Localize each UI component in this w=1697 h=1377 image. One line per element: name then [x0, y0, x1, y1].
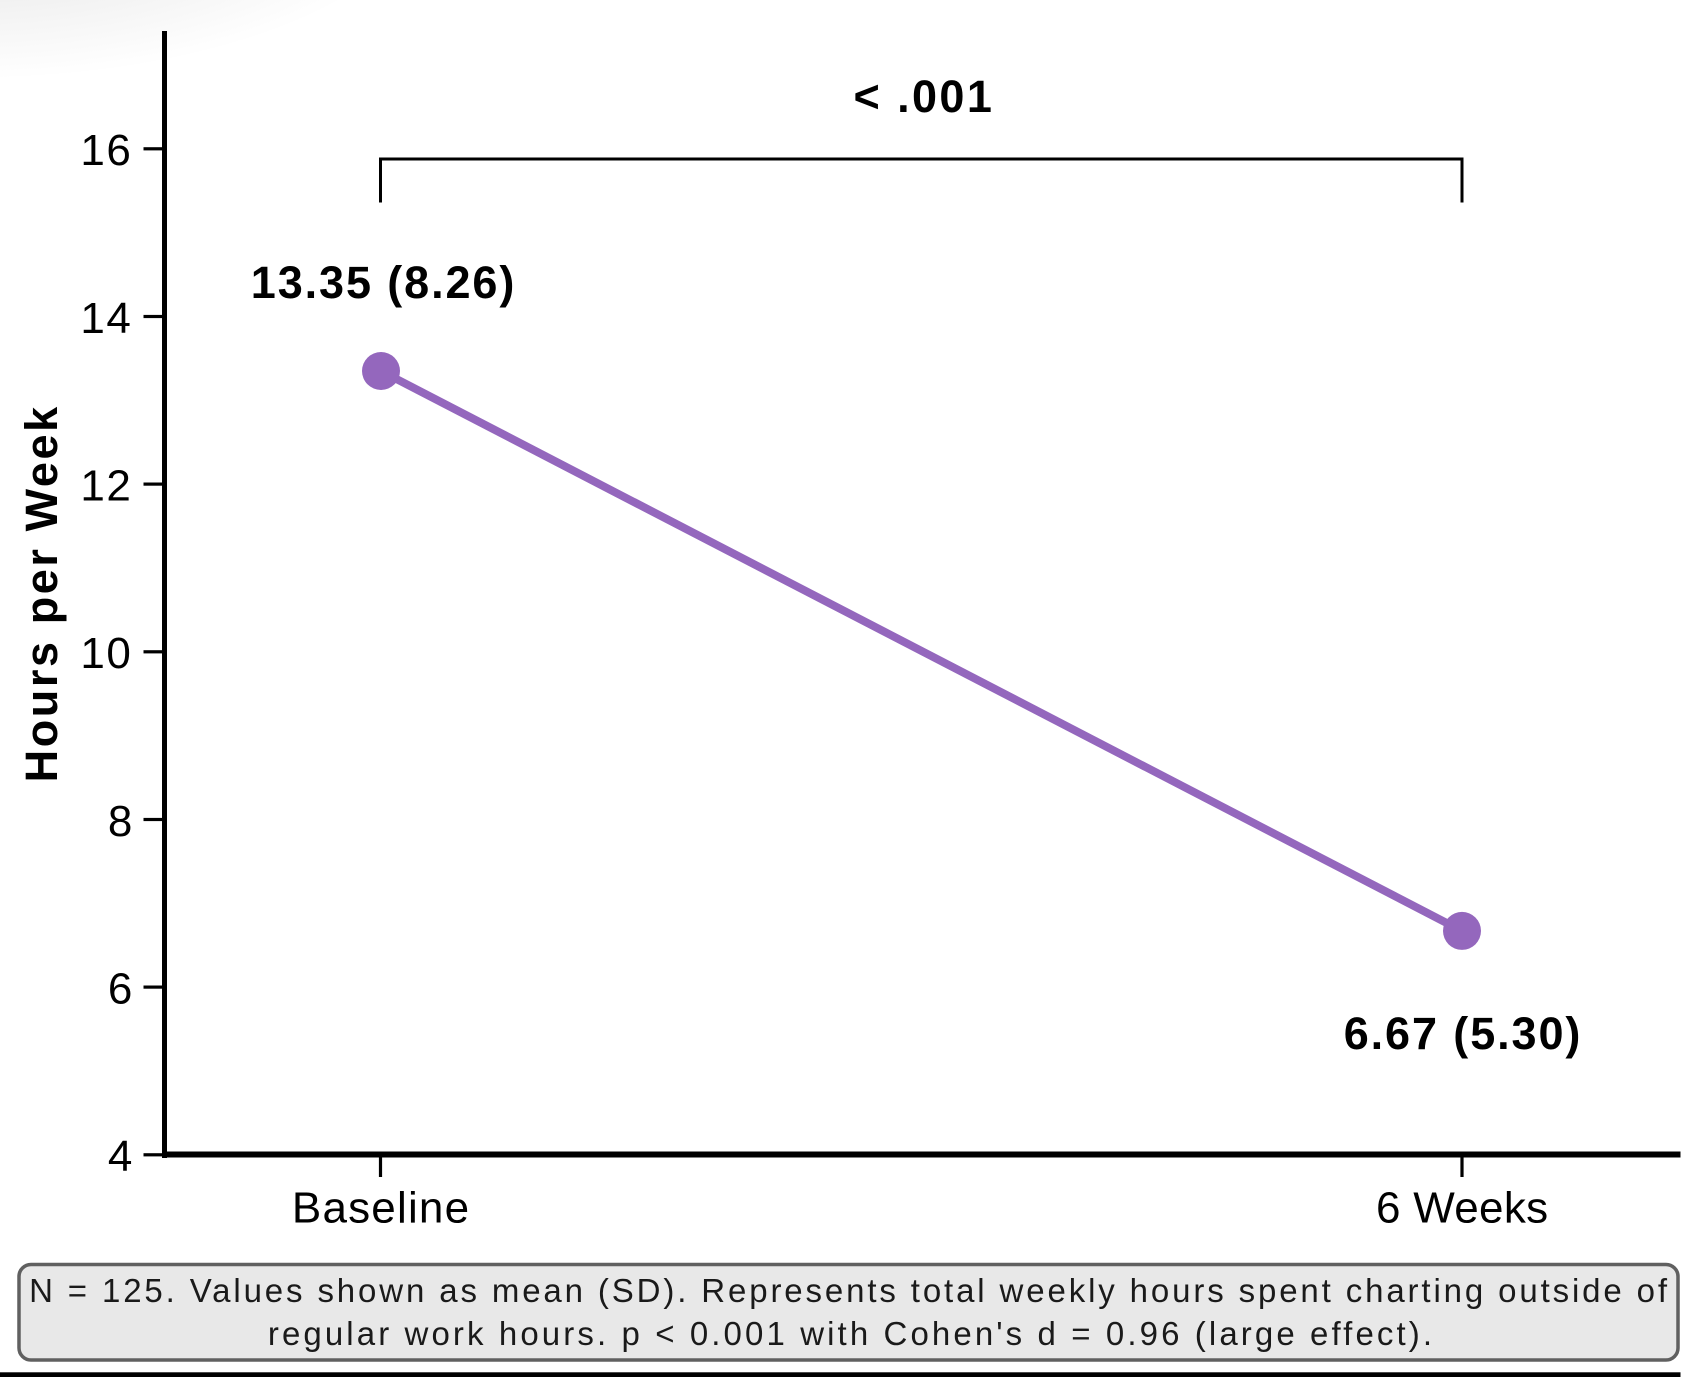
svg-text:16: 16	[80, 126, 132, 175]
svg-text:10: 10	[80, 629, 132, 678]
svg-text:6 Weeks: 6 Weeks	[1376, 1184, 1548, 1233]
svg-text:13.35 (8.26): 13.35 (8.26)	[251, 257, 516, 308]
svg-text:N = 125. Values shown as mean: N = 125. Values shown as mean (SD). Repr…	[29, 1272, 1670, 1309]
svg-text:Hours per Week: Hours per Week	[16, 404, 67, 782]
svg-text:< .001: < .001	[854, 71, 995, 122]
svg-text:6.67 (5.30): 6.67 (5.30)	[1344, 1008, 1583, 1059]
svg-text:Baseline: Baseline	[292, 1184, 470, 1233]
svg-text:8: 8	[108, 797, 132, 846]
svg-text:14: 14	[80, 294, 132, 343]
svg-text:4: 4	[108, 1132, 132, 1181]
svg-text:12: 12	[80, 461, 132, 510]
svg-text:regular work hours. p < 0.001: regular work hours. p < 0.001 with Cohen…	[268, 1315, 1435, 1352]
svg-text:6: 6	[108, 964, 132, 1013]
